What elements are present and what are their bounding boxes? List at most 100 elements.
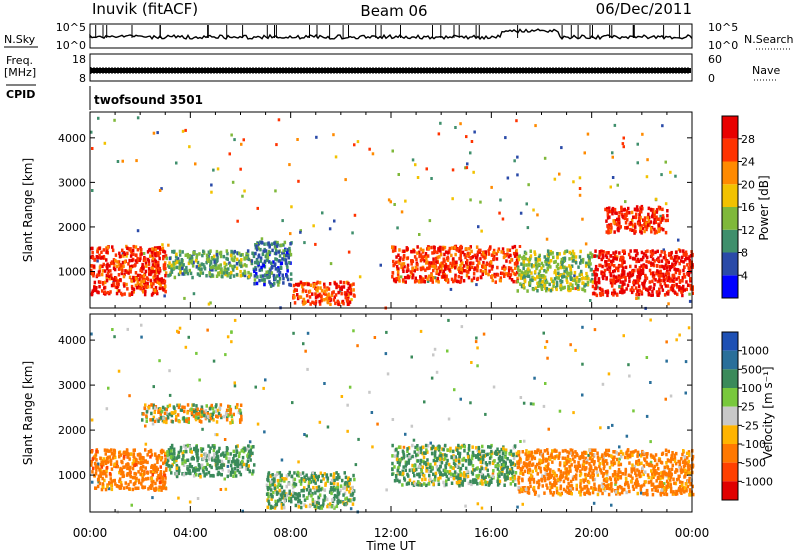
velocity-region-cell: [439, 476, 442, 480]
velocity-region-cell: [191, 450, 194, 454]
power-region-cell: [628, 280, 631, 284]
velocity-scatter-cell: [548, 428, 551, 431]
velocity-region-cell: [149, 455, 152, 459]
power-region-cell: [495, 280, 498, 284]
power-region-cell: [675, 261, 678, 265]
power-region-cell: [608, 263, 611, 267]
velocity-region-cell: [197, 449, 200, 453]
velocity-region-cell: [501, 468, 504, 472]
velocity-region-cell: [343, 503, 346, 507]
power-region-cell: [281, 257, 284, 261]
power-region-cell: [552, 280, 555, 284]
velocity-scatter-cell: [420, 330, 423, 333]
power-region-cell: [560, 288, 563, 292]
velocity-region-cell: [94, 486, 97, 490]
power-region-cell: [556, 252, 559, 256]
velocity-region-cell: [460, 467, 463, 471]
velocity-region-cell: [216, 455, 219, 459]
power-region-cell: [640, 290, 643, 294]
power-region-cell: [649, 269, 652, 273]
power-region-cell: [587, 281, 590, 285]
power-region-cell: [279, 277, 282, 281]
power-region-cell: [596, 268, 599, 272]
power-colorbar-tick-label: 24: [741, 156, 755, 169]
velocity-region-cell: [119, 467, 122, 471]
power-region-cell: [598, 264, 601, 268]
power-region-cell: [345, 293, 348, 297]
velocity-scatter-cell: [263, 430, 266, 433]
power-region-cell: [263, 264, 266, 268]
power-region-cell: [140, 287, 143, 291]
power-region-cell: [174, 276, 177, 280]
power-region-cell: [639, 227, 642, 231]
power-region-cell: [665, 219, 668, 223]
power-region-cell: [650, 294, 653, 298]
power-region-cell: [236, 258, 239, 262]
velocity-region-cell: [217, 459, 220, 463]
velocity-region-cell: [128, 457, 131, 461]
power-region-cell: [104, 269, 107, 273]
velocity-region-cell: [336, 505, 339, 509]
power-scatter-cell: [622, 142, 625, 145]
power-scatter-cell: [159, 189, 162, 192]
velocity-region-cell: [344, 486, 347, 490]
velocity-region-cell: [488, 461, 491, 465]
power-region-cell: [208, 260, 211, 264]
velocity-region-cell: [107, 456, 110, 460]
power-region-cell: [670, 251, 673, 255]
velocity-region-cell: [492, 475, 495, 479]
power-region-cell: [274, 277, 277, 281]
power-scatter-cell: [333, 220, 336, 223]
power-region-cell: [653, 214, 656, 218]
power-region-cell: [101, 256, 104, 260]
power-scatter-cell: [314, 243, 317, 246]
velocity-region-cell: [158, 485, 161, 489]
power-region-cell: [223, 255, 226, 259]
power-scatter-cell: [297, 180, 300, 183]
velocity-region-cell: [95, 450, 98, 454]
velocity-region-cell: [303, 475, 306, 479]
power-region-cell: [587, 277, 590, 281]
velocity-region-cell: [327, 477, 330, 481]
velocity-region-cell: [165, 469, 168, 473]
power-region-cell: [339, 280, 342, 284]
velocity-region-cell: [474, 479, 477, 483]
power-region-cell: [639, 210, 642, 214]
power-region-cell: [557, 272, 560, 276]
velocity-region-cell: [391, 473, 394, 477]
velocity-region-cell: [152, 473, 155, 477]
power-scatter-cell: [348, 251, 351, 254]
power-region-cell: [526, 289, 529, 293]
power-region-cell: [122, 265, 125, 269]
power-region-cell: [154, 274, 157, 278]
power-region-cell: [116, 286, 119, 290]
power-region-cell: [671, 263, 674, 267]
velocity-region-cell: [481, 482, 484, 486]
power-scatter-cell: [135, 159, 138, 162]
power-region-cell: [625, 266, 628, 270]
power-region-cell: [503, 268, 506, 272]
velocity-region-cell: [349, 478, 352, 482]
velocity-region-cell: [445, 479, 448, 483]
power-region-cell: [454, 253, 457, 256]
power-region-cell: [94, 281, 97, 285]
power-region-cell: [554, 269, 557, 273]
power-region-cell: [635, 216, 638, 220]
velocity-scatter-cell: [581, 363, 584, 366]
power-region-cell: [689, 277, 692, 281]
power-region-cell: [220, 255, 223, 259]
cpid-label: CPID: [6, 88, 35, 101]
velocity-region-cell: [157, 474, 160, 478]
power-region-cell: [486, 263, 489, 267]
velocity-region-cell: [484, 476, 487, 480]
power-region-cell: [575, 282, 578, 286]
power-region-cell: [642, 265, 645, 269]
power-scatter-cell: [611, 151, 614, 154]
power-region-cell: [433, 246, 436, 250]
power-region-cell: [644, 216, 647, 220]
power-region-cell: [192, 264, 195, 268]
velocity-region-cell: [429, 478, 432, 482]
power-scatter-cell: [527, 226, 530, 229]
power-region-cell: [267, 241, 270, 245]
power-region-cell: [638, 293, 641, 297]
